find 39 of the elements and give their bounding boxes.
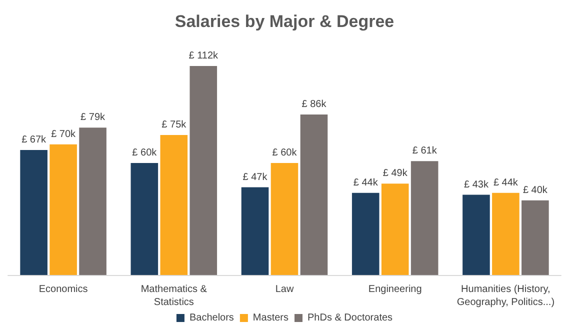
x-tick-label: Engineering bbox=[368, 284, 422, 295]
bar bbox=[50, 144, 77, 275]
bar bbox=[241, 187, 269, 275]
chart-title: Salaries by Major & Degree bbox=[174, 12, 394, 31]
data-label: £ 70k bbox=[51, 128, 77, 140]
bar bbox=[410, 161, 438, 275]
bar bbox=[20, 150, 48, 275]
x-tick-label: Mathematics & Statistics bbox=[140, 284, 208, 308]
data-label: £ 49k bbox=[382, 168, 408, 180]
data-label: £ 61k bbox=[412, 146, 438, 157]
bar bbox=[492, 192, 520, 275]
data-label: £ 112k bbox=[188, 50, 220, 62]
data-label: £ 67k bbox=[22, 134, 48, 146]
data-label: £ 44k bbox=[353, 177, 379, 188]
data-label: £ 60k bbox=[132, 148, 158, 159]
data-label: £ 75k bbox=[162, 120, 188, 131]
bar bbox=[522, 200, 549, 275]
data-label: £ 47k bbox=[242, 172, 268, 183]
bar bbox=[352, 192, 380, 275]
bar bbox=[300, 114, 328, 275]
legend-label: PhDs & Doctorates bbox=[308, 312, 393, 324]
bar bbox=[160, 135, 188, 275]
bar bbox=[79, 128, 106, 275]
data-label: £ 40k bbox=[522, 184, 548, 196]
bar bbox=[130, 163, 158, 275]
legend-label: Masters bbox=[252, 312, 288, 324]
bar bbox=[270, 163, 298, 275]
x-tick-label: Economics bbox=[38, 284, 88, 295]
bar bbox=[190, 66, 218, 275]
bar bbox=[381, 184, 409, 275]
x-tick-label: Humanities (History, Geography, Politics...) bbox=[456, 284, 555, 308]
data-label: £ 86k bbox=[302, 99, 328, 110]
bar bbox=[462, 194, 490, 275]
data-label: £ 44k bbox=[493, 177, 519, 188]
data-label: £ 60k bbox=[272, 148, 298, 159]
legend-label: Bachelors bbox=[189, 312, 234, 324]
data-label: £ 43k bbox=[464, 179, 490, 190]
x-tick-label: Law bbox=[275, 284, 294, 295]
data-label: £ 79k bbox=[80, 112, 106, 124]
